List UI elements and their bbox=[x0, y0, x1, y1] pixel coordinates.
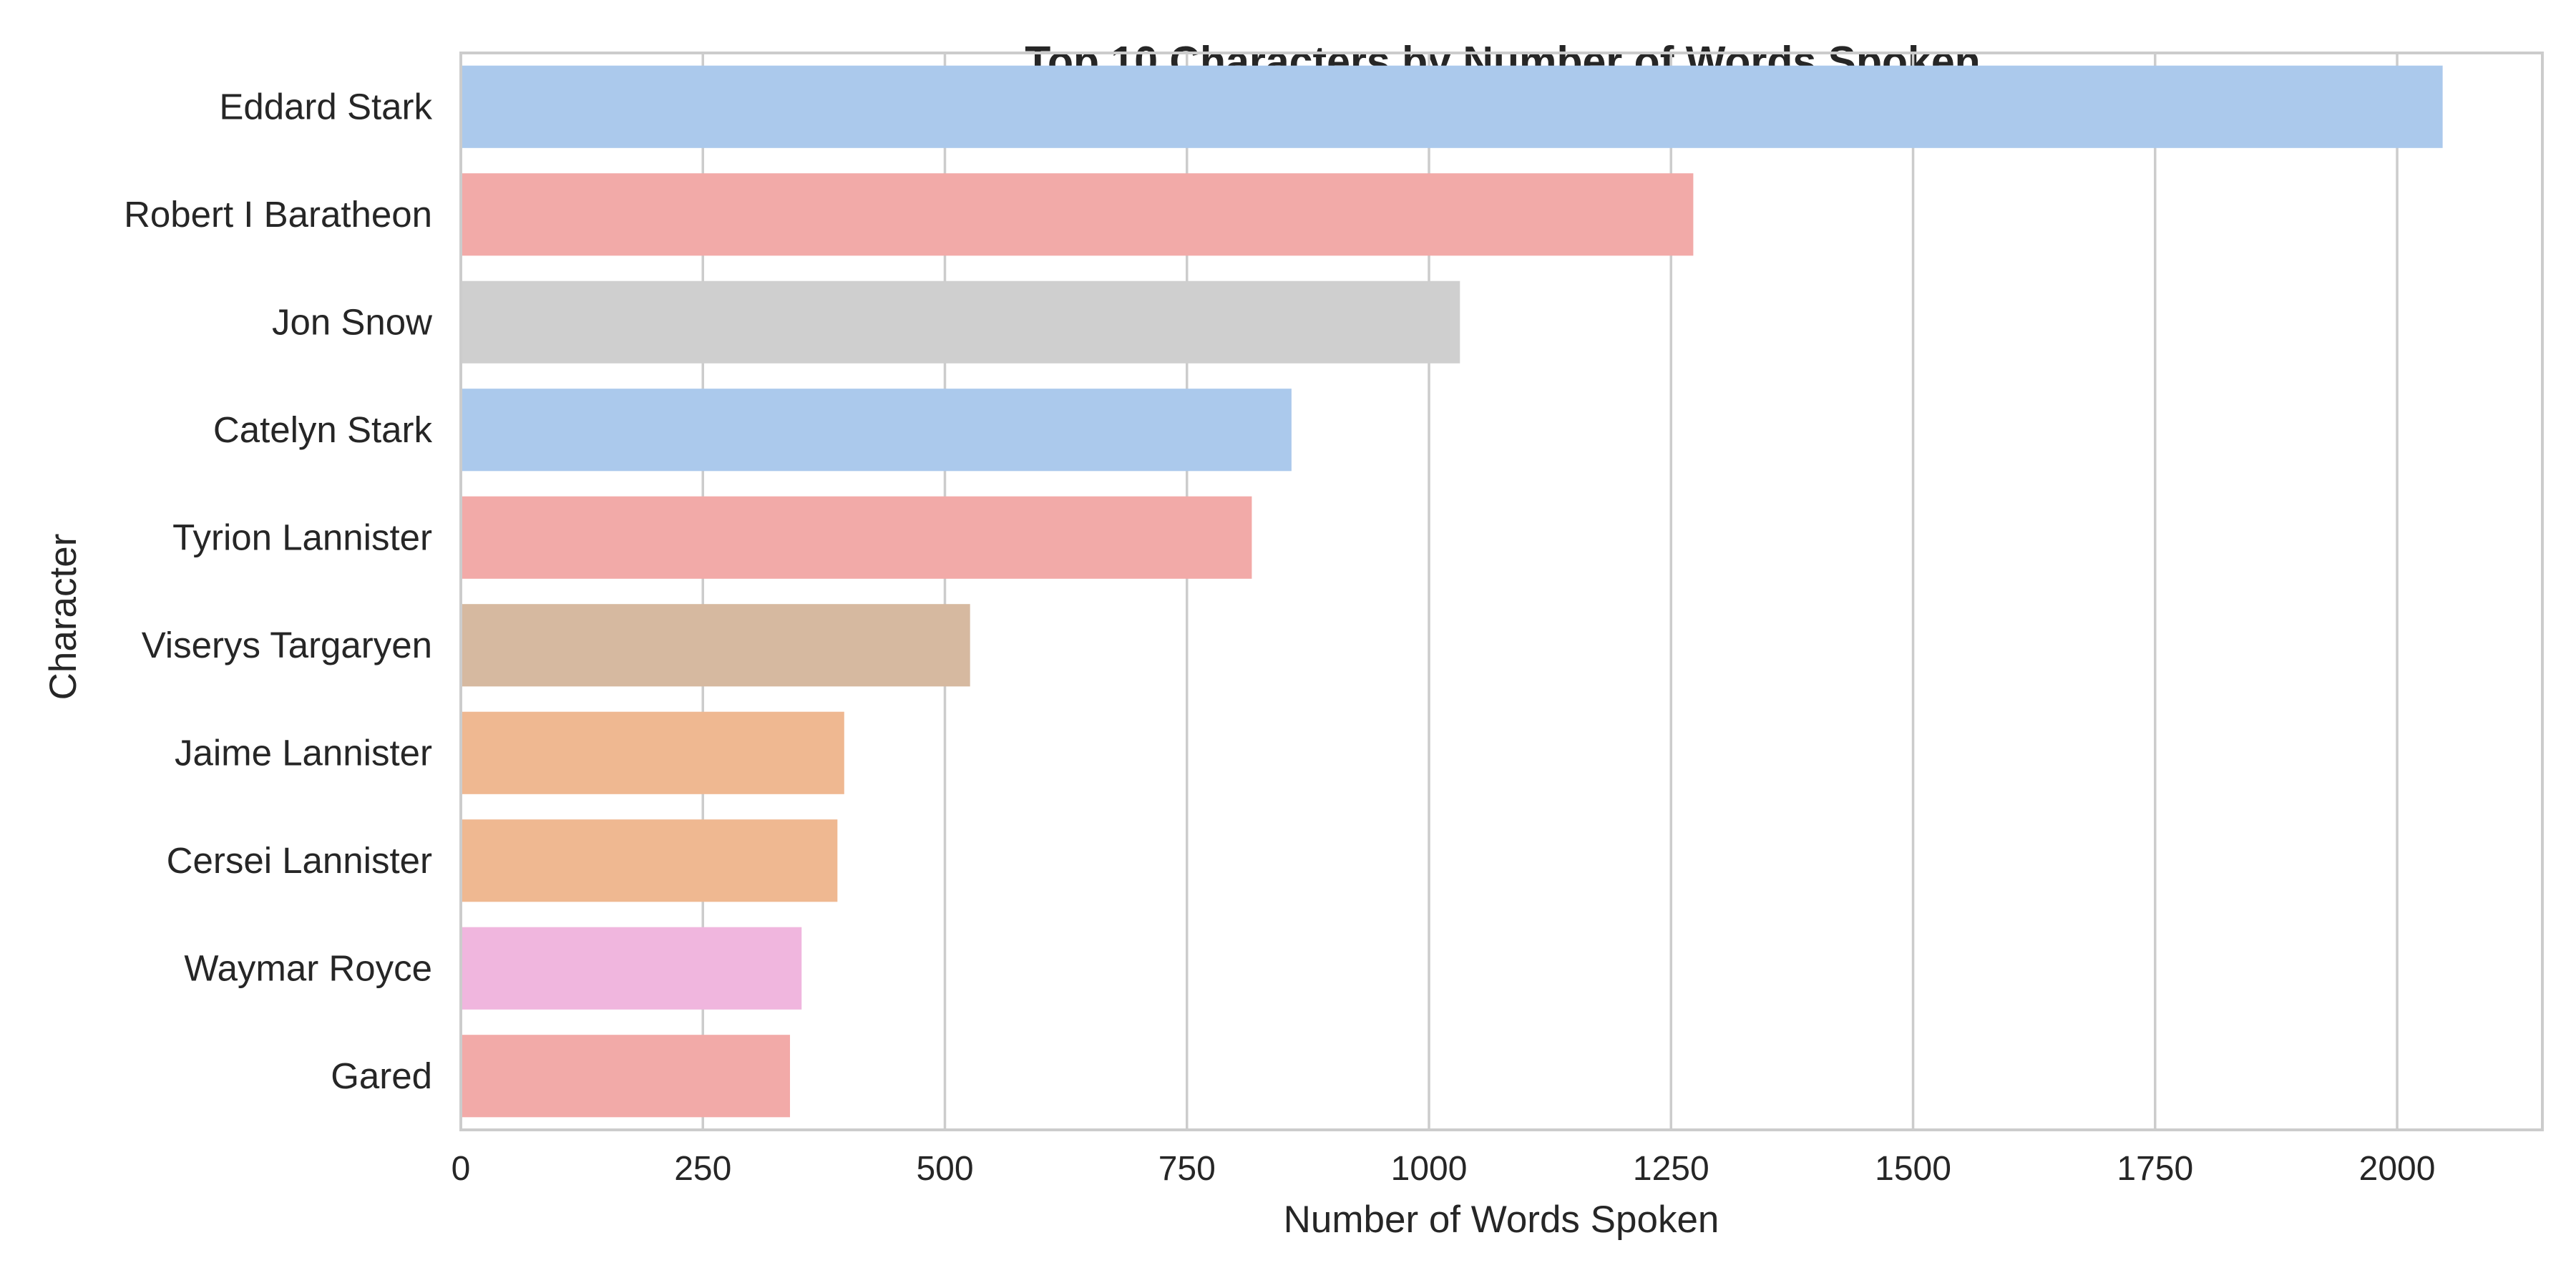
bar bbox=[461, 496, 1252, 579]
category-label: Eddard Stark bbox=[219, 86, 432, 127]
category-label: Cersei Lannister bbox=[167, 840, 432, 881]
category-label: Robert I Baratheon bbox=[124, 194, 432, 235]
x-tick-label: 2000 bbox=[2359, 1150, 2436, 1188]
x-tick-label: 0 bbox=[452, 1150, 471, 1188]
category-label: Tyrion Lannister bbox=[172, 517, 432, 557]
x-tick-label: 250 bbox=[674, 1150, 731, 1188]
bar bbox=[461, 604, 970, 687]
category-label: Viserys Targaryen bbox=[142, 625, 432, 665]
x-axis-label: Number of Words Spoken bbox=[1284, 1199, 1719, 1241]
category-label: Gared bbox=[331, 1055, 432, 1096]
x-tick-label: 1500 bbox=[1875, 1150, 1951, 1188]
category-label: Catelyn Stark bbox=[213, 409, 433, 450]
bar bbox=[461, 927, 802, 1010]
bar bbox=[461, 173, 1694, 256]
x-tick-label: 1250 bbox=[1633, 1150, 1709, 1188]
plot-frame bbox=[459, 52, 2544, 1131]
category-labels: Eddard Stark Robert I Baratheon Jon Snow Ca… bbox=[124, 86, 432, 1096]
y-axis-label: Character bbox=[42, 534, 84, 701]
bar bbox=[461, 65, 2443, 148]
x-tick-label: 1000 bbox=[1391, 1150, 1468, 1188]
x-tick-label: 1750 bbox=[2117, 1150, 2193, 1188]
category-label: Jaime Lannister bbox=[175, 732, 432, 773]
bar bbox=[461, 711, 844, 794]
bar bbox=[461, 1035, 791, 1118]
bars bbox=[461, 65, 2443, 1118]
category-label: Jon Snow bbox=[272, 301, 432, 342]
bar bbox=[461, 280, 1460, 364]
bar bbox=[461, 389, 1292, 472]
x-tick-label: 500 bbox=[916, 1150, 973, 1188]
x-tick-labels: 0 250 500 750 1000 1250 1500 1750 2000 bbox=[452, 1150, 2436, 1188]
bar bbox=[461, 819, 838, 902]
category-label: Waymar Royce bbox=[184, 947, 432, 988]
x-tick-label: 750 bbox=[1158, 1150, 1216, 1188]
